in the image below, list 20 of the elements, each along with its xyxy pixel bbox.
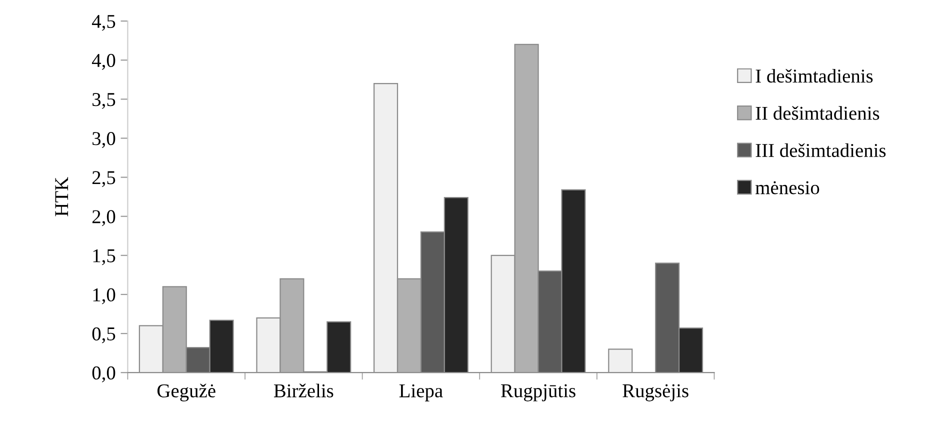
x-tick-label: Rugsėjis bbox=[622, 384, 688, 402]
y-tick-label: 2,5 bbox=[92, 171, 116, 188]
y-axis-title: HTK bbox=[55, 177, 68, 216]
y-tick-label: 3,5 bbox=[92, 93, 116, 109]
legend-label: II dešimtadienis bbox=[756, 106, 880, 120]
y-tick-label: 1,0 bbox=[93, 288, 116, 304]
x-tick-label: Gegužė bbox=[157, 384, 216, 402]
legend-label: mėnesio bbox=[756, 181, 820, 194]
x-tick-label: Rugpjūtis bbox=[501, 384, 576, 402]
y-tick-label: 0,0 bbox=[92, 366, 116, 382]
y-tick-label: 0,5 bbox=[92, 327, 116, 344]
y-tick-label: 1,5 bbox=[93, 249, 116, 266]
y-tick-label: 3,0 bbox=[92, 132, 116, 148]
x-tick-label: Liepa bbox=[399, 384, 443, 402]
x-tick-label: Birželis bbox=[274, 384, 334, 398]
y-tick-label: 4,5 bbox=[92, 14, 116, 31]
y-tick-label: 2,0 bbox=[92, 210, 116, 226]
y-tick-label: 4,0 bbox=[92, 54, 116, 70]
legend-label: III dešimtadienis bbox=[756, 143, 886, 158]
legend-label: I dešimtadienis bbox=[756, 68, 873, 83]
